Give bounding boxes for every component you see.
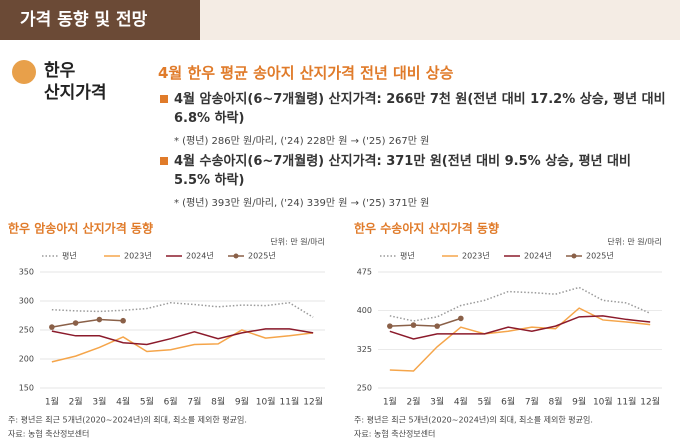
series-marker [434,323,440,329]
source: 자료: 농협 축산정보센터 [354,429,435,439]
legend-label: 평년 [62,251,77,261]
x-tick-label: 7월 [525,396,539,408]
x-tick-label: 4월 [454,396,468,408]
footnote: 주: 평년은 최근 5개년(2020~2024년)의 최대, 최소를 제외한 평… [354,415,593,425]
chart-title: 한우 수송아지 산지가격 동향 [354,221,499,236]
legend-label: 2025년 [586,251,614,261]
x-tick-label: 1월 [45,396,59,408]
y-tick-label: 300 [19,297,34,306]
x-tick-label: 8월 [548,396,562,408]
series-marker [72,320,79,326]
x-tick-label: 1월 [383,396,397,408]
legend-label: 2025년 [248,251,276,261]
x-tick-label: 5월 [140,396,154,408]
legend-marker [233,253,239,259]
bullet: 4월 수송아지(6~7개월령) 산지가격: 371만 원(전년 대비 9.5% … [160,152,670,190]
series-line [389,315,651,340]
legend-label: 2023년 [124,251,152,261]
legend-label: 2024년 [524,251,552,261]
icon [12,60,36,84]
series-marker [458,315,464,322]
legend-label: 평년 [400,251,415,261]
legend-label: 2024년 [186,251,214,261]
y-tick-label: 150 [19,384,34,393]
x-tick-label: 7월 [187,396,201,408]
series-line [51,318,124,328]
y-tick-label: 200 [19,355,34,364]
unit: 단위: 만 원/마리 [607,237,662,247]
x-tick-label: 9월 [572,396,586,408]
y-tick-label: 475 [357,268,372,277]
x-tick-label: 6월 [164,396,178,408]
y-tick-label: 250 [357,384,372,393]
y-tick-label: 400 [357,306,372,315]
series-line [51,301,314,318]
x-tick-label: 11월 [617,396,637,408]
bullet-note: * (평년) 286만 원/마리, ('24) 228만 원 → ('25) 2… [174,136,430,147]
x-tick-label: 10월 [256,396,276,408]
label-line: 한우 [44,61,76,81]
legend-marker [571,253,577,259]
series-marker [410,322,417,328]
x-tick-label: 9월 [235,396,249,408]
legend-label: 2023년 [462,251,490,261]
series-line [389,286,651,322]
x-tick-label: 2월 [406,396,420,408]
y-tick-label: 350 [19,268,34,277]
label-line: 산지가격 [44,83,107,103]
series-line [51,328,314,346]
series-marker [49,324,55,330]
y-tick-label: 325 [357,345,372,354]
x-tick-label: 12월 [303,396,323,408]
x-tick-label: 2월 [69,396,83,408]
x-tick-label: 5월 [477,396,491,408]
chart-title: 한우 암송아지 산지가격 동향 [8,221,153,236]
series-line [51,329,314,363]
bullet: 4월 암송아지(6~7개월령) 산지가격: 266만 7천 원(전년 대비 17… [160,90,670,128]
x-tick-label: 11월 [280,396,300,408]
x-tick-label: 4월 [116,396,130,408]
x-tick-label: 3월 [92,396,106,408]
y-tick-label: 250 [19,326,34,335]
series-line [389,317,462,327]
section-label: 한우 산지가격 [44,60,107,104]
bullet-note: * (평년) 393만 원/마리, ('24) 339만 원 → ('25) 3… [174,198,430,209]
x-tick-label: 10월 [593,396,613,408]
series-marker [120,317,126,324]
section-heading: 4월 한우 평균 송아지 산지가격 전년 대비 상승 [158,64,454,82]
x-tick-label: 12월 [640,396,660,408]
header-title: 가격 동향 및 전망 [0,0,200,40]
x-tick-label: 3월 [430,396,444,408]
x-tick-label: 6월 [501,396,515,408]
footnote: 주: 평년은 최근 5개년(2020~2024년)의 최대, 최소를 제외한 평… [8,415,247,425]
series-marker [387,323,393,329]
series-marker [96,316,103,323]
x-tick-label: 8월 [211,396,225,408]
source: 자료: 농협 축산정보센터 [8,429,89,439]
unit: 단위: 만 원/마리 [270,237,325,247]
